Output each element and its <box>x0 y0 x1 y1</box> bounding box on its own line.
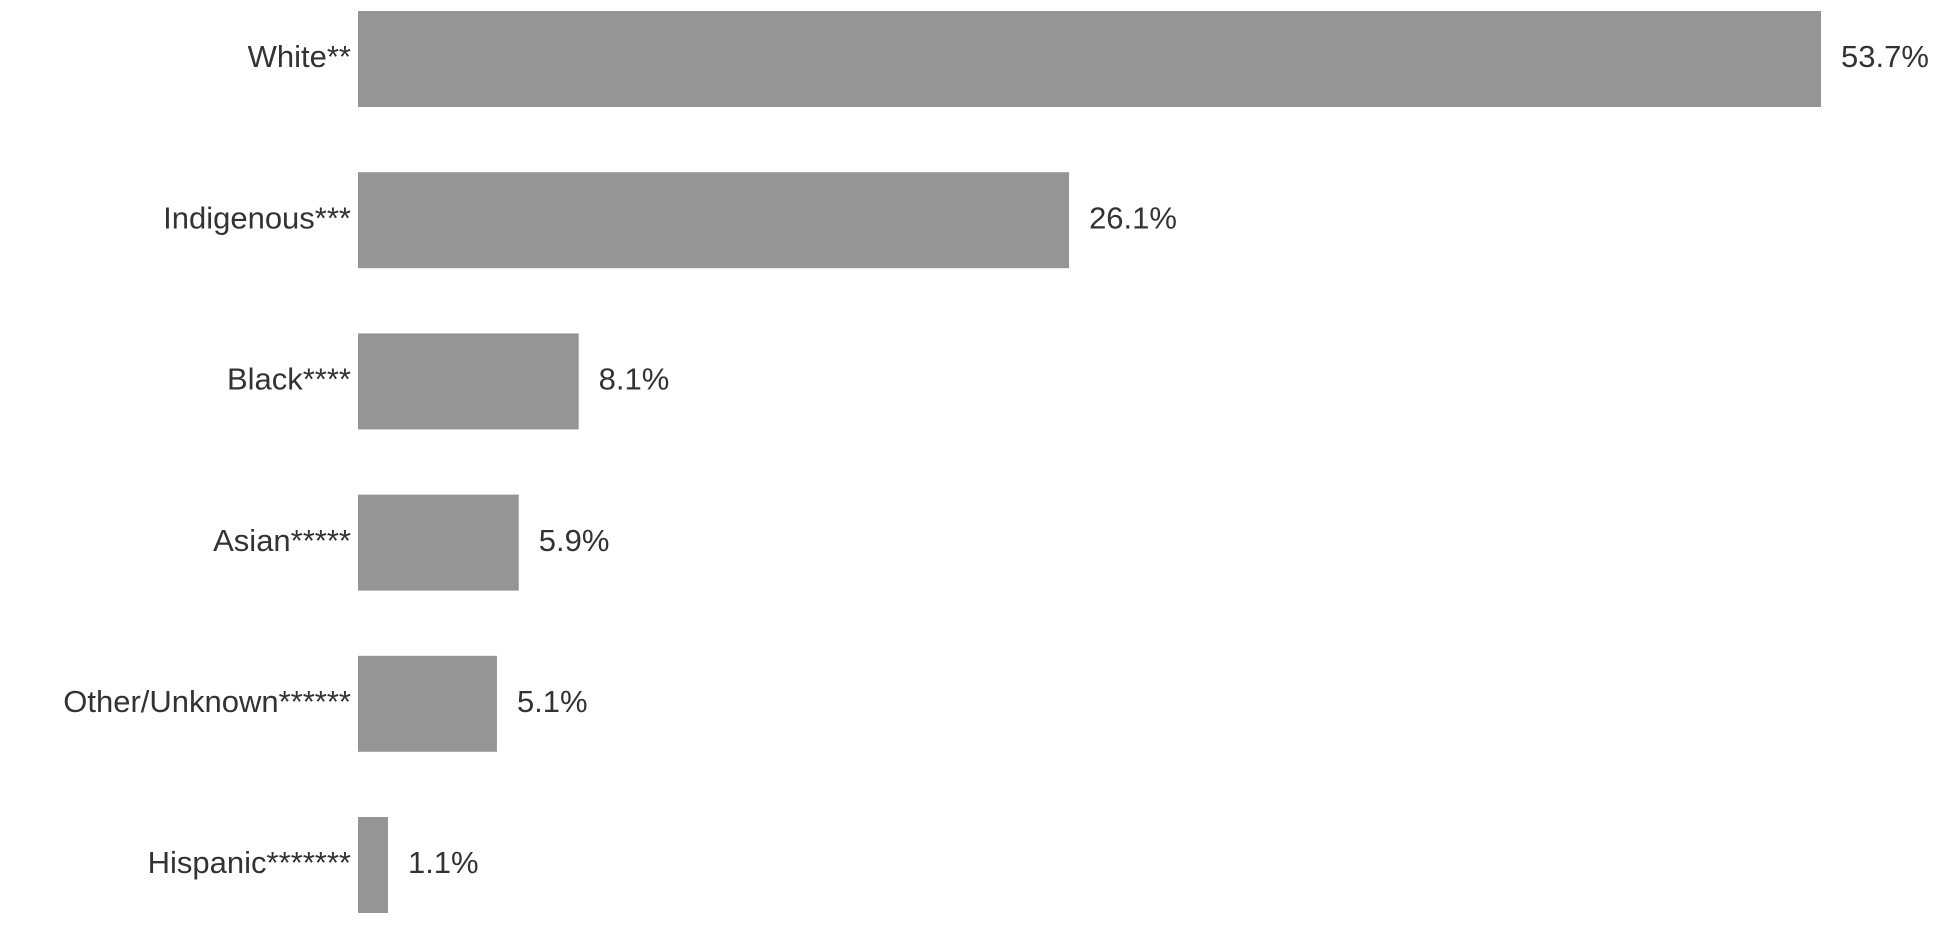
bar <box>358 655 497 752</box>
category-label: Asian***** <box>213 523 351 558</box>
value-label: 26.1% <box>1089 200 1177 235</box>
value-label: 53.7% <box>1841 39 1929 74</box>
bar <box>358 172 1070 269</box>
bar <box>358 11 1821 107</box>
value-label: 8.1% <box>599 362 670 397</box>
value-label: 1.1% <box>408 845 479 880</box>
bar <box>358 333 579 430</box>
category-label: Hispanic******* <box>148 845 351 880</box>
value-label: 5.1% <box>517 684 588 719</box>
category-label: Black**** <box>227 362 351 397</box>
value-label: 5.9% <box>539 523 610 558</box>
category-label: Indigenous*** <box>163 200 351 235</box>
category-label: White** <box>248 39 351 74</box>
bar <box>358 494 519 591</box>
bar <box>358 817 388 913</box>
category-label: Other/Unknown****** <box>63 684 351 719</box>
